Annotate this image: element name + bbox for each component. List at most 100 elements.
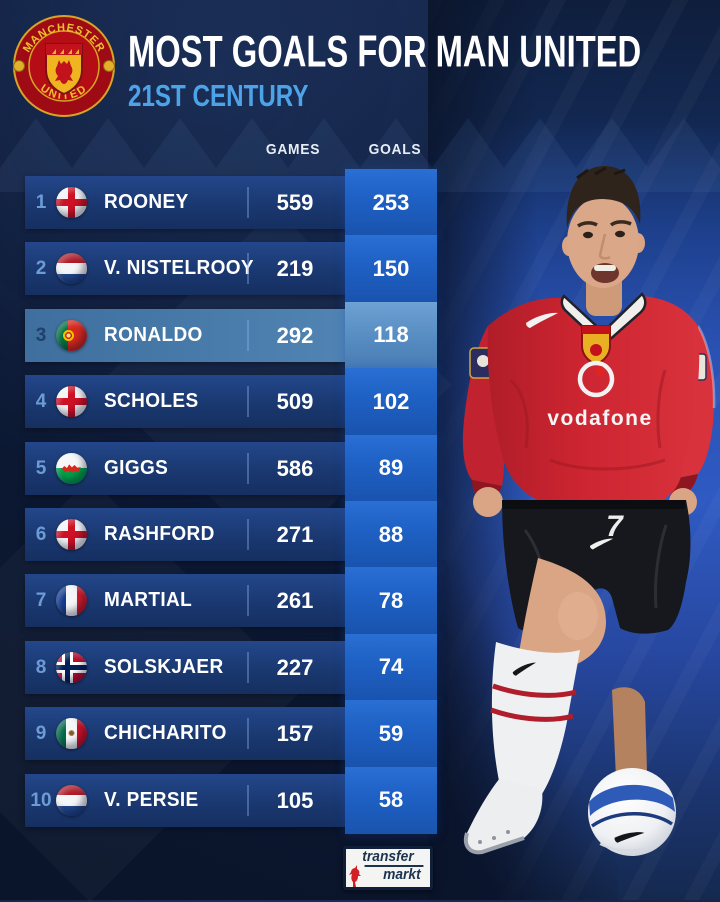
flag-netherlands-icon: [56, 253, 87, 285]
column-divider: [247, 651, 249, 683]
rank-label: 3: [35, 324, 47, 346]
games-value: 509: [276, 389, 314, 415]
sponsor-wordmark: vodafone: [547, 407, 652, 430]
rank-label: 6: [35, 524, 47, 545]
column-divider: [247, 452, 249, 484]
goals-value: 150: [372, 255, 410, 281]
games-value: 219: [276, 256, 314, 282]
player-name: V. PERSIE: [104, 788, 199, 811]
flag-mexico-icon: [56, 718, 87, 750]
goals-value: 74: [378, 654, 404, 680]
games-value: 559: [276, 190, 314, 215]
rank-label: 8: [35, 656, 47, 678]
goals-value: 253: [372, 189, 410, 215]
table-row: 7 MARTIAL 261 78: [25, 567, 437, 635]
player-jersey: vodafone: [487, 272, 700, 510]
player-name: RASHFORD: [104, 523, 215, 545]
brand-text-top: transfer: [362, 848, 414, 865]
goals-value: 58: [378, 787, 404, 813]
rank-label: 9: [35, 723, 47, 745]
table-row: 9 CHICHARITO 157 59: [25, 700, 437, 768]
table-row: 2 V. NISTELROOY 219 150: [25, 235, 437, 303]
column-divider: [247, 386, 249, 418]
games-value: 271: [276, 522, 314, 547]
page-subtitle: 21ST CENTURY: [128, 78, 309, 113]
column-header-goals: GOALS: [368, 141, 422, 158]
player-rear-leg: [612, 687, 647, 778]
games-value: 292: [276, 322, 314, 348]
goals-cell: 253: [345, 169, 437, 236]
player-boot: [465, 778, 543, 853]
table-row: 3 RONALDO 292 118: [25, 301, 437, 369]
player-name: V. NISTELROOY: [104, 257, 254, 280]
football-icon: [588, 768, 676, 856]
rank-label: 10: [30, 789, 52, 811]
transfermarkt-logo: transfer markt: [343, 846, 433, 890]
goals-cell: 89: [345, 434, 437, 502]
games-value: 105: [276, 787, 314, 813]
column-divider: [247, 784, 249, 816]
brand-text-bottom: markt: [364, 865, 424, 883]
column-divider: [247, 187, 249, 218]
games-value: 227: [276, 654, 314, 680]
goals-value: 88: [378, 521, 404, 547]
goals-value: 78: [378, 587, 404, 613]
mascot-devil-icon: [349, 865, 361, 887]
goals-cell: 78: [345, 567, 437, 635]
goals-cell: 74: [345, 633, 437, 701]
flag-england-icon: [56, 187, 87, 218]
goals-value: 118: [373, 322, 409, 348]
player-name: RONALDO: [104, 323, 203, 346]
column-header-games: GAMES: [265, 141, 321, 158]
flag-portugal-icon: [56, 319, 87, 351]
flag-netherlands-icon: [56, 784, 87, 816]
games-value: 586: [276, 455, 314, 481]
flag-norway-icon: [56, 651, 87, 683]
player-photo-cristiano-ronaldo: vodafone 7: [462, 166, 716, 856]
table-row: 5 GIGGS 586 89: [25, 434, 437, 502]
games-value: 261: [276, 588, 314, 614]
player-head: [562, 166, 645, 288]
player-name: SOLSKJAER: [104, 655, 224, 678]
goals-cell: 102: [345, 368, 437, 436]
table-row: 4 SCHOLES 509 102: [25, 368, 437, 436]
games-value: 157: [276, 721, 314, 747]
table-row: 8 SOLSKJAER 227 74: [25, 633, 437, 701]
goals-value: 102: [372, 388, 410, 414]
sponsor-logo: [577, 360, 615, 398]
column-divider: [247, 585, 249, 617]
rank-label: 7: [35, 590, 47, 612]
rank-label: 4: [35, 391, 47, 413]
rank-label: 5: [35, 457, 47, 479]
column-divider: [247, 319, 249, 351]
goals-cell: 58: [345, 766, 437, 834]
player-name: MARTIAL: [104, 589, 193, 612]
table-row: 6 RASHFORD 271 88: [25, 501, 437, 568]
table-row: 1 ROONEY 559 253: [25, 169, 437, 236]
man-united-crest-icon: MANCHESTER UNITED: [13, 15, 115, 117]
chest-crest-icon: [581, 325, 611, 366]
player-name: CHICHARITO: [104, 722, 227, 745]
goals-value: 59: [378, 720, 404, 746]
shorts-number: 7: [606, 510, 624, 543]
goals-cell: 88: [345, 501, 437, 568]
rank-label: 2: [35, 258, 47, 280]
page-title: MOST GOALS FOR MAN UNITED: [128, 26, 642, 76]
table-row: 10 V. PERSIE 105 58: [25, 766, 437, 834]
player-name: SCHOLES: [104, 390, 199, 413]
flag-wales-icon: [56, 452, 87, 484]
goals-cell: 59: [345, 700, 437, 768]
flag-france-icon: [56, 585, 87, 617]
goals-cell: 118: [345, 301, 437, 369]
column-divider: [247, 718, 249, 750]
goals-cell: 150: [345, 235, 437, 303]
rank-label: 1: [35, 192, 47, 213]
player-name: ROONEY: [104, 191, 189, 213]
goals-value: 89: [378, 455, 404, 481]
player-name: GIGGS: [104, 456, 169, 479]
flag-england-icon: [56, 519, 87, 550]
flag-england-icon: [56, 386, 87, 418]
player-front-leg: [463, 558, 606, 855]
column-divider: [247, 253, 249, 285]
